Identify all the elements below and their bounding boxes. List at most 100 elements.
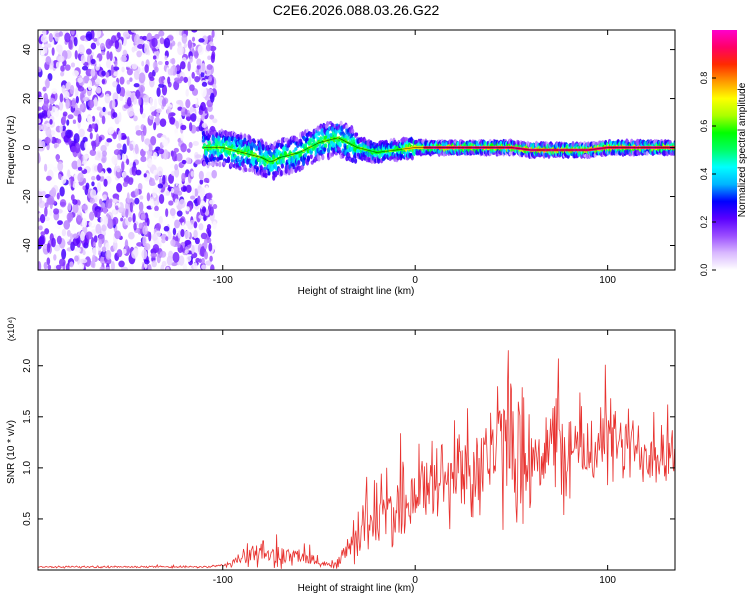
heatmap-cell	[153, 122, 157, 131]
spectrogram-heatmap	[38, 30, 675, 270]
heatmap-cell	[142, 94, 150, 103]
heatmap-cell	[88, 221, 92, 227]
heatmap-cell	[169, 124, 177, 130]
heatmap-cell	[93, 97, 98, 107]
heatmap-cell	[113, 149, 121, 156]
heatmap-cell	[126, 158, 130, 165]
heatmap-cell	[122, 31, 130, 38]
heatmap-cell	[194, 237, 200, 245]
heatmap-cell	[259, 164, 263, 171]
heatmap-cell	[98, 239, 103, 248]
heatmap-cell	[101, 224, 107, 232]
y-tick-label: 40	[22, 44, 33, 56]
heatmap-cell	[89, 198, 96, 204]
heatmap-cell	[58, 55, 65, 63]
heatmap-cell	[185, 220, 191, 227]
heatmap-cell	[351, 157, 355, 164]
heatmap-cell	[197, 45, 204, 55]
heatmap-cell	[80, 258, 88, 264]
heatmap-cell	[180, 229, 185, 238]
heatmap-cell	[200, 101, 206, 112]
heatmap-cell	[95, 133, 100, 144]
heatmap-cell	[62, 210, 68, 218]
heatmap-cell	[44, 43, 48, 54]
heatmap-cell	[59, 93, 64, 103]
heatmap-cell	[118, 111, 122, 123]
heatmap-cell	[120, 190, 125, 202]
spectrogram-y-label: Frequency (Hz)	[6, 116, 17, 185]
heatmap-cell	[508, 151, 513, 156]
heatmap-cell	[134, 188, 140, 197]
heatmap-cell	[114, 230, 122, 240]
heatmap-cell	[122, 143, 127, 155]
heatmap-cell	[87, 79, 93, 91]
heatmap-cell	[59, 199, 67, 208]
heatmap-cell	[91, 254, 96, 264]
heatmap-cell	[189, 84, 195, 92]
heatmap-cell	[126, 136, 130, 146]
heatmap-cell	[202, 160, 207, 167]
heatmap-cell	[171, 151, 177, 162]
heatmap-cell	[189, 195, 196, 200]
heatmap-cell	[99, 266, 104, 270]
heatmap-cell	[174, 163, 179, 171]
heatmap-cell	[212, 221, 217, 230]
heatmap-cell	[102, 194, 107, 201]
heatmap-cell	[212, 84, 217, 90]
heatmap-cell	[200, 71, 205, 78]
heatmap-cell	[96, 57, 100, 67]
x-tick-label: 100	[599, 575, 616, 586]
heatmap-cell	[110, 64, 114, 76]
heatmap-cell	[121, 135, 127, 140]
heatmap-cell	[166, 255, 173, 266]
heatmap-cell	[94, 156, 99, 161]
heatmap-cell	[38, 139, 43, 150]
heatmap-cell	[161, 98, 167, 107]
heatmap-cell	[182, 186, 187, 192]
heatmap-cell	[56, 235, 62, 245]
heatmap-cell	[339, 120, 343, 127]
heatmap-cell	[82, 96, 90, 102]
heatmap-cell	[129, 111, 135, 116]
heatmap-cell	[172, 251, 180, 263]
heatmap-cell	[144, 138, 151, 145]
heatmap-cell	[70, 175, 74, 187]
heatmap-cell	[131, 46, 136, 53]
heatmap-cell	[55, 61, 60, 69]
heatmap-cell	[204, 149, 208, 157]
heatmap-cell	[146, 217, 150, 227]
heatmap-cell	[121, 161, 125, 172]
heatmap-cell	[125, 208, 129, 218]
heatmap-cell	[89, 149, 97, 156]
heatmap-cell	[44, 202, 49, 208]
heatmap-cell	[158, 215, 163, 225]
heatmap-cell	[317, 155, 321, 162]
heatmap-cell	[100, 144, 107, 153]
heatmap-cell	[53, 254, 57, 261]
heatmap-cell	[303, 152, 308, 158]
heatmap-cell	[112, 240, 118, 251]
heatmap-cell	[66, 229, 71, 237]
heatmap-cell	[45, 175, 52, 181]
heatmap-cell	[156, 87, 161, 97]
heatmap-cell	[271, 144, 275, 151]
heatmap-cell	[90, 58, 96, 65]
colorbar-tick-label: 0.0	[699, 264, 709, 277]
heatmap-cell	[163, 225, 170, 232]
heatmap-cell	[130, 93, 135, 103]
heatmap-cell	[185, 98, 191, 109]
heatmap-cell	[45, 55, 52, 65]
heatmap-cell	[181, 33, 188, 44]
heatmap-cell	[119, 95, 124, 102]
heatmap-cell	[163, 37, 171, 49]
heatmap-cell	[91, 115, 96, 122]
heatmap-cell	[138, 222, 144, 229]
heatmap-cell	[188, 141, 193, 149]
x-tick-label: 0	[412, 275, 418, 286]
heatmap-cell	[57, 161, 64, 172]
heatmap-cell	[99, 42, 105, 51]
heatmap-cell	[49, 177, 56, 188]
figure-title: C2E6.2026.088.03.26.G22	[273, 2, 440, 18]
heatmap-cell	[82, 250, 86, 256]
heatmap-cell	[116, 32, 121, 39]
